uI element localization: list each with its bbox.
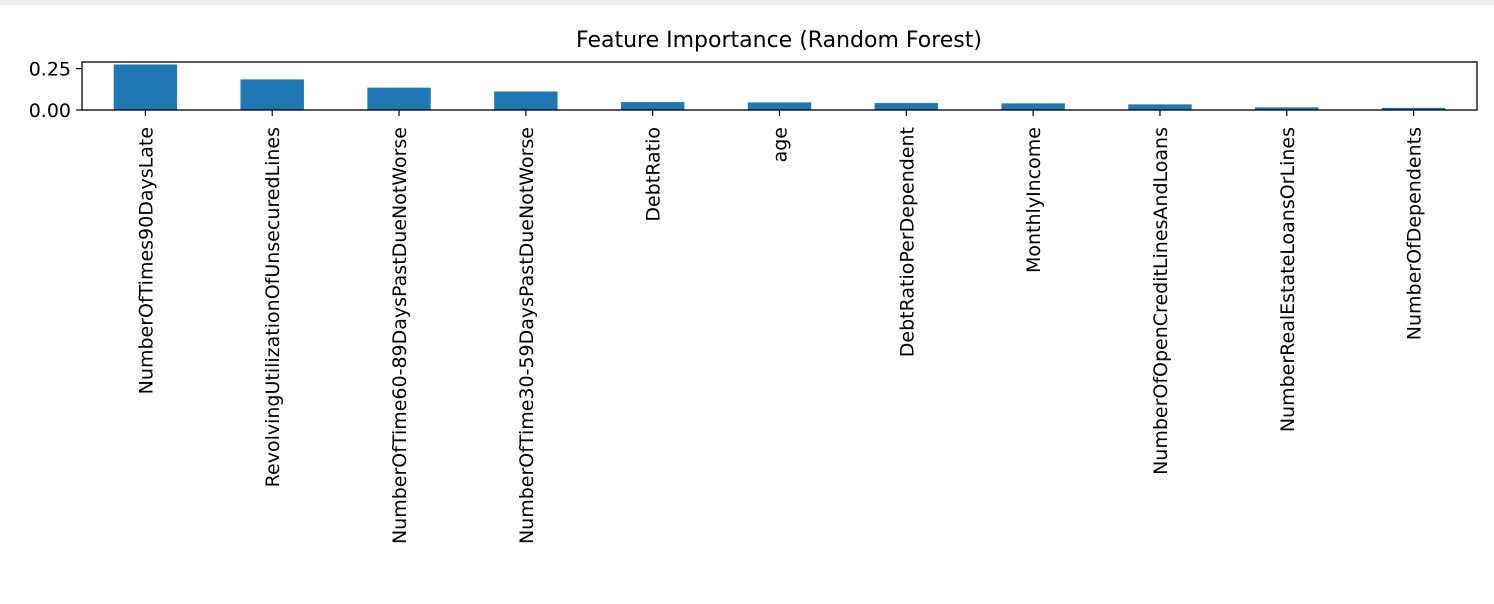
y-tick-label: 0.00 [29, 100, 71, 122]
x-tick-label: RevolvingUtilizationOfUnsecuredLines [262, 127, 284, 487]
x-tick-label: NumberOfTime30-59DaysPastDueNotWorse [516, 127, 538, 544]
bar-RevolvingUtilizationOfUnsecuredLines [240, 79, 304, 110]
bar-MonthlyIncome [1001, 103, 1065, 110]
y-tick-label: 0.25 [29, 59, 71, 81]
bar-NumberOfOpenCreditLinesAndLoans [1128, 104, 1192, 110]
bar-NumberRealEstateLoansOrLines [1255, 107, 1319, 110]
bar-NumberOfTime30-59DaysPastDueNotWorse [494, 91, 558, 110]
bar-DebtRatioPerDependent [874, 103, 939, 110]
x-tick-label: DebtRatioPerDependent [896, 127, 918, 357]
x-tick-label: MonthlyIncome [1023, 127, 1045, 273]
x-tick-label: DebtRatio [643, 127, 665, 222]
x-tick-label: NumberOfDependents [1404, 127, 1426, 340]
y-axis: 0.00 0.25 [29, 59, 82, 122]
window-top-strip [0, 0, 1494, 5]
x-tick-label: NumberOfTime60-89DaysPastDueNotWorse [389, 127, 411, 544]
plot-frame [81, 61, 1478, 111]
chart-title: Feature Importance (Random Forest) [576, 28, 982, 53]
x-tick-label: NumberOfTimes90DaysLate [135, 127, 157, 394]
bar-age [747, 102, 812, 110]
bars-group [113, 64, 1446, 110]
x-tick-label: NumberOfOpenCreditLinesAndLoans [1150, 127, 1172, 475]
bar-NumberOfTimes90DaysLate [113, 64, 178, 110]
bar-NumberOfDependents [1381, 107, 1446, 110]
x-tick-label: NumberRealEstateLoansOrLines [1277, 127, 1299, 432]
bar-NumberOfTime60-89DaysPastDueNotWorse [367, 87, 431, 110]
x-tick-label: age [770, 127, 792, 162]
bar-DebtRatio [620, 102, 685, 110]
x-axis: NumberOfTimes90DaysLate RevolvingUtilizat… [135, 110, 1426, 544]
